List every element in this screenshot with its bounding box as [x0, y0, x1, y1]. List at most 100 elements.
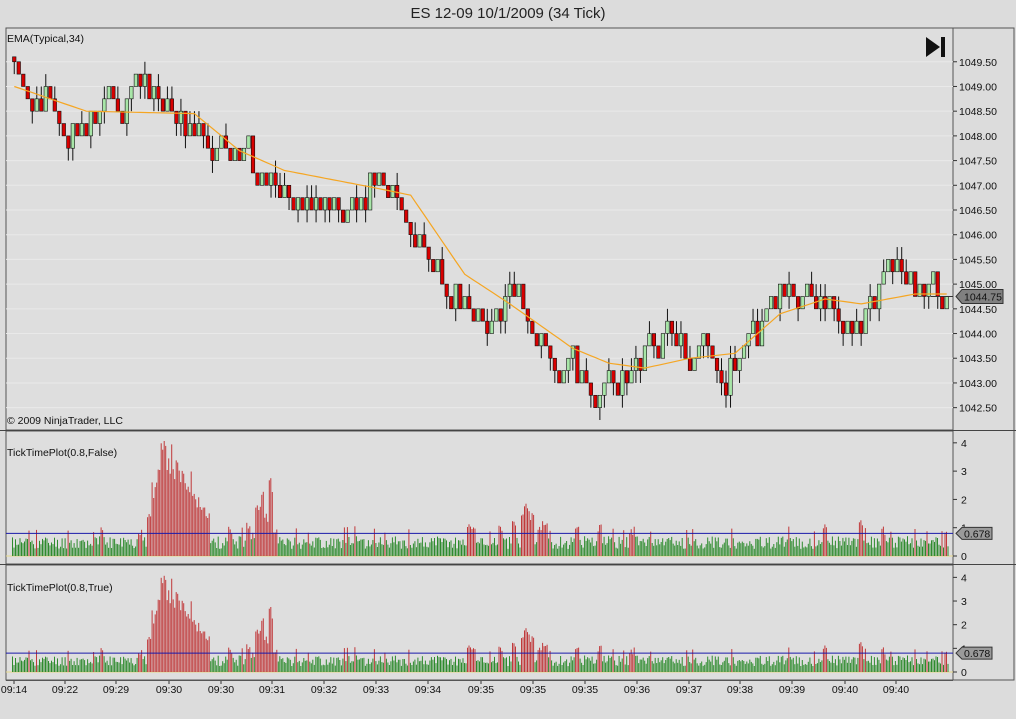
candle-body[interactable] — [651, 333, 656, 347]
candle-body[interactable] — [944, 296, 949, 310]
candle-body[interactable] — [43, 86, 48, 112]
candle-body[interactable] — [494, 308, 499, 322]
candle-body[interactable] — [778, 283, 783, 310]
candle-body[interactable] — [764, 308, 769, 322]
candle-body[interactable] — [277, 184, 283, 198]
candle-body[interactable] — [381, 172, 386, 186]
candle-body[interactable] — [201, 123, 206, 137]
candle-body[interactable] — [12, 56, 17, 63]
candle-body[interactable] — [548, 345, 553, 359]
candle-body[interactable] — [372, 172, 377, 186]
candle-body[interactable] — [886, 259, 891, 273]
candle-body[interactable] — [88, 110, 93, 137]
candle-body[interactable] — [399, 197, 404, 211]
candle-body[interactable] — [174, 110, 179, 124]
candle-body[interactable] — [557, 370, 562, 384]
candle-body[interactable] — [156, 86, 161, 100]
candle-body[interactable] — [377, 172, 382, 186]
candle-body[interactable] — [665, 320, 670, 334]
candle-body[interactable] — [219, 135, 224, 149]
candle-body[interactable] — [624, 370, 629, 384]
candle-body[interactable] — [615, 382, 620, 396]
candle-body[interactable] — [61, 123, 66, 137]
candle-body[interactable] — [710, 345, 715, 359]
candle-body[interactable] — [368, 172, 373, 211]
candle-body[interactable] — [782, 283, 787, 297]
candle-body[interactable] — [268, 172, 274, 186]
candle-body[interactable] — [453, 283, 458, 310]
candle-body[interactable] — [489, 320, 494, 334]
candle-body[interactable] — [602, 382, 607, 396]
candle-body[interactable] — [809, 283, 814, 297]
candle-body[interactable] — [854, 320, 859, 334]
candle-body[interactable] — [480, 308, 485, 322]
candle-body[interactable] — [102, 98, 107, 112]
candle-body[interactable] — [543, 333, 548, 347]
candle-body[interactable] — [205, 135, 211, 149]
candle-body[interactable] — [516, 283, 521, 297]
candle-body[interactable] — [719, 370, 724, 384]
candle-body[interactable] — [498, 308, 503, 322]
candle-body[interactable] — [115, 98, 120, 112]
candle-body[interactable] — [106, 86, 111, 100]
candle-body[interactable] — [449, 296, 454, 310]
candle-body[interactable] — [147, 73, 152, 100]
candle-body[interactable] — [291, 197, 296, 211]
candle-body[interactable] — [160, 98, 165, 112]
candle-body[interactable] — [566, 357, 571, 371]
candle-body[interactable] — [228, 147, 233, 161]
candle-body[interactable] — [895, 259, 900, 273]
candle-body[interactable] — [440, 259, 445, 285]
candle-body[interactable] — [570, 345, 575, 359]
candle-body[interactable] — [800, 296, 805, 310]
candle-body[interactable] — [359, 197, 364, 211]
candle-body[interactable] — [282, 184, 287, 198]
candle-body[interactable] — [832, 296, 837, 310]
candle-body[interactable] — [512, 283, 517, 297]
candle-body[interactable] — [34, 98, 39, 112]
candle-body[interactable] — [940, 296, 945, 310]
candle-body[interactable] — [723, 382, 729, 396]
candle-body[interactable] — [935, 271, 940, 297]
candle-body[interactable] — [692, 357, 697, 371]
candle-body[interactable] — [232, 147, 238, 161]
candle-body[interactable] — [750, 320, 756, 334]
candle-body[interactable] — [142, 73, 147, 87]
candle-body[interactable] — [467, 296, 472, 310]
candle-body[interactable] — [66, 135, 71, 149]
candle-body[interactable] — [404, 209, 409, 223]
candle-body[interactable] — [588, 382, 593, 396]
candle-body[interactable] — [259, 172, 265, 186]
candle-body[interactable] — [223, 135, 229, 149]
candle-body[interactable] — [183, 110, 188, 137]
candle-body[interactable] — [759, 320, 765, 347]
candle-body[interactable] — [485, 320, 490, 334]
skip-to-end-icon[interactable] — [926, 37, 945, 57]
candle-body[interactable] — [922, 283, 927, 297]
candle-body[interactable] — [75, 123, 80, 137]
candle-body[interactable] — [507, 283, 512, 297]
candle-body[interactable] — [165, 98, 170, 112]
candle-body[interactable] — [913, 271, 918, 297]
candle-body[interactable] — [52, 98, 57, 112]
candle-body[interactable] — [714, 357, 720, 371]
candle-body[interactable] — [296, 197, 301, 211]
candle-body[interactable] — [841, 320, 846, 334]
candle-body[interactable] — [309, 197, 314, 211]
candle-body[interactable] — [877, 283, 882, 310]
candle-body[interactable] — [151, 86, 156, 100]
candle-body[interactable] — [314, 197, 319, 211]
candle-body[interactable] — [246, 135, 251, 149]
candle-body[interactable] — [674, 333, 679, 347]
candle-body[interactable] — [300, 197, 305, 211]
candle-body[interactable] — [796, 296, 801, 310]
candle-body[interactable] — [881, 271, 886, 285]
candle-body[interactable] — [210, 147, 215, 161]
candle-body[interactable] — [863, 308, 868, 334]
candle-body[interactable] — [769, 296, 774, 310]
candle-body[interactable] — [241, 147, 247, 161]
candle-body[interactable] — [323, 197, 328, 211]
candle-body[interactable] — [458, 283, 463, 310]
candle-body[interactable] — [286, 184, 292, 198]
candle-body[interactable] — [196, 123, 202, 137]
